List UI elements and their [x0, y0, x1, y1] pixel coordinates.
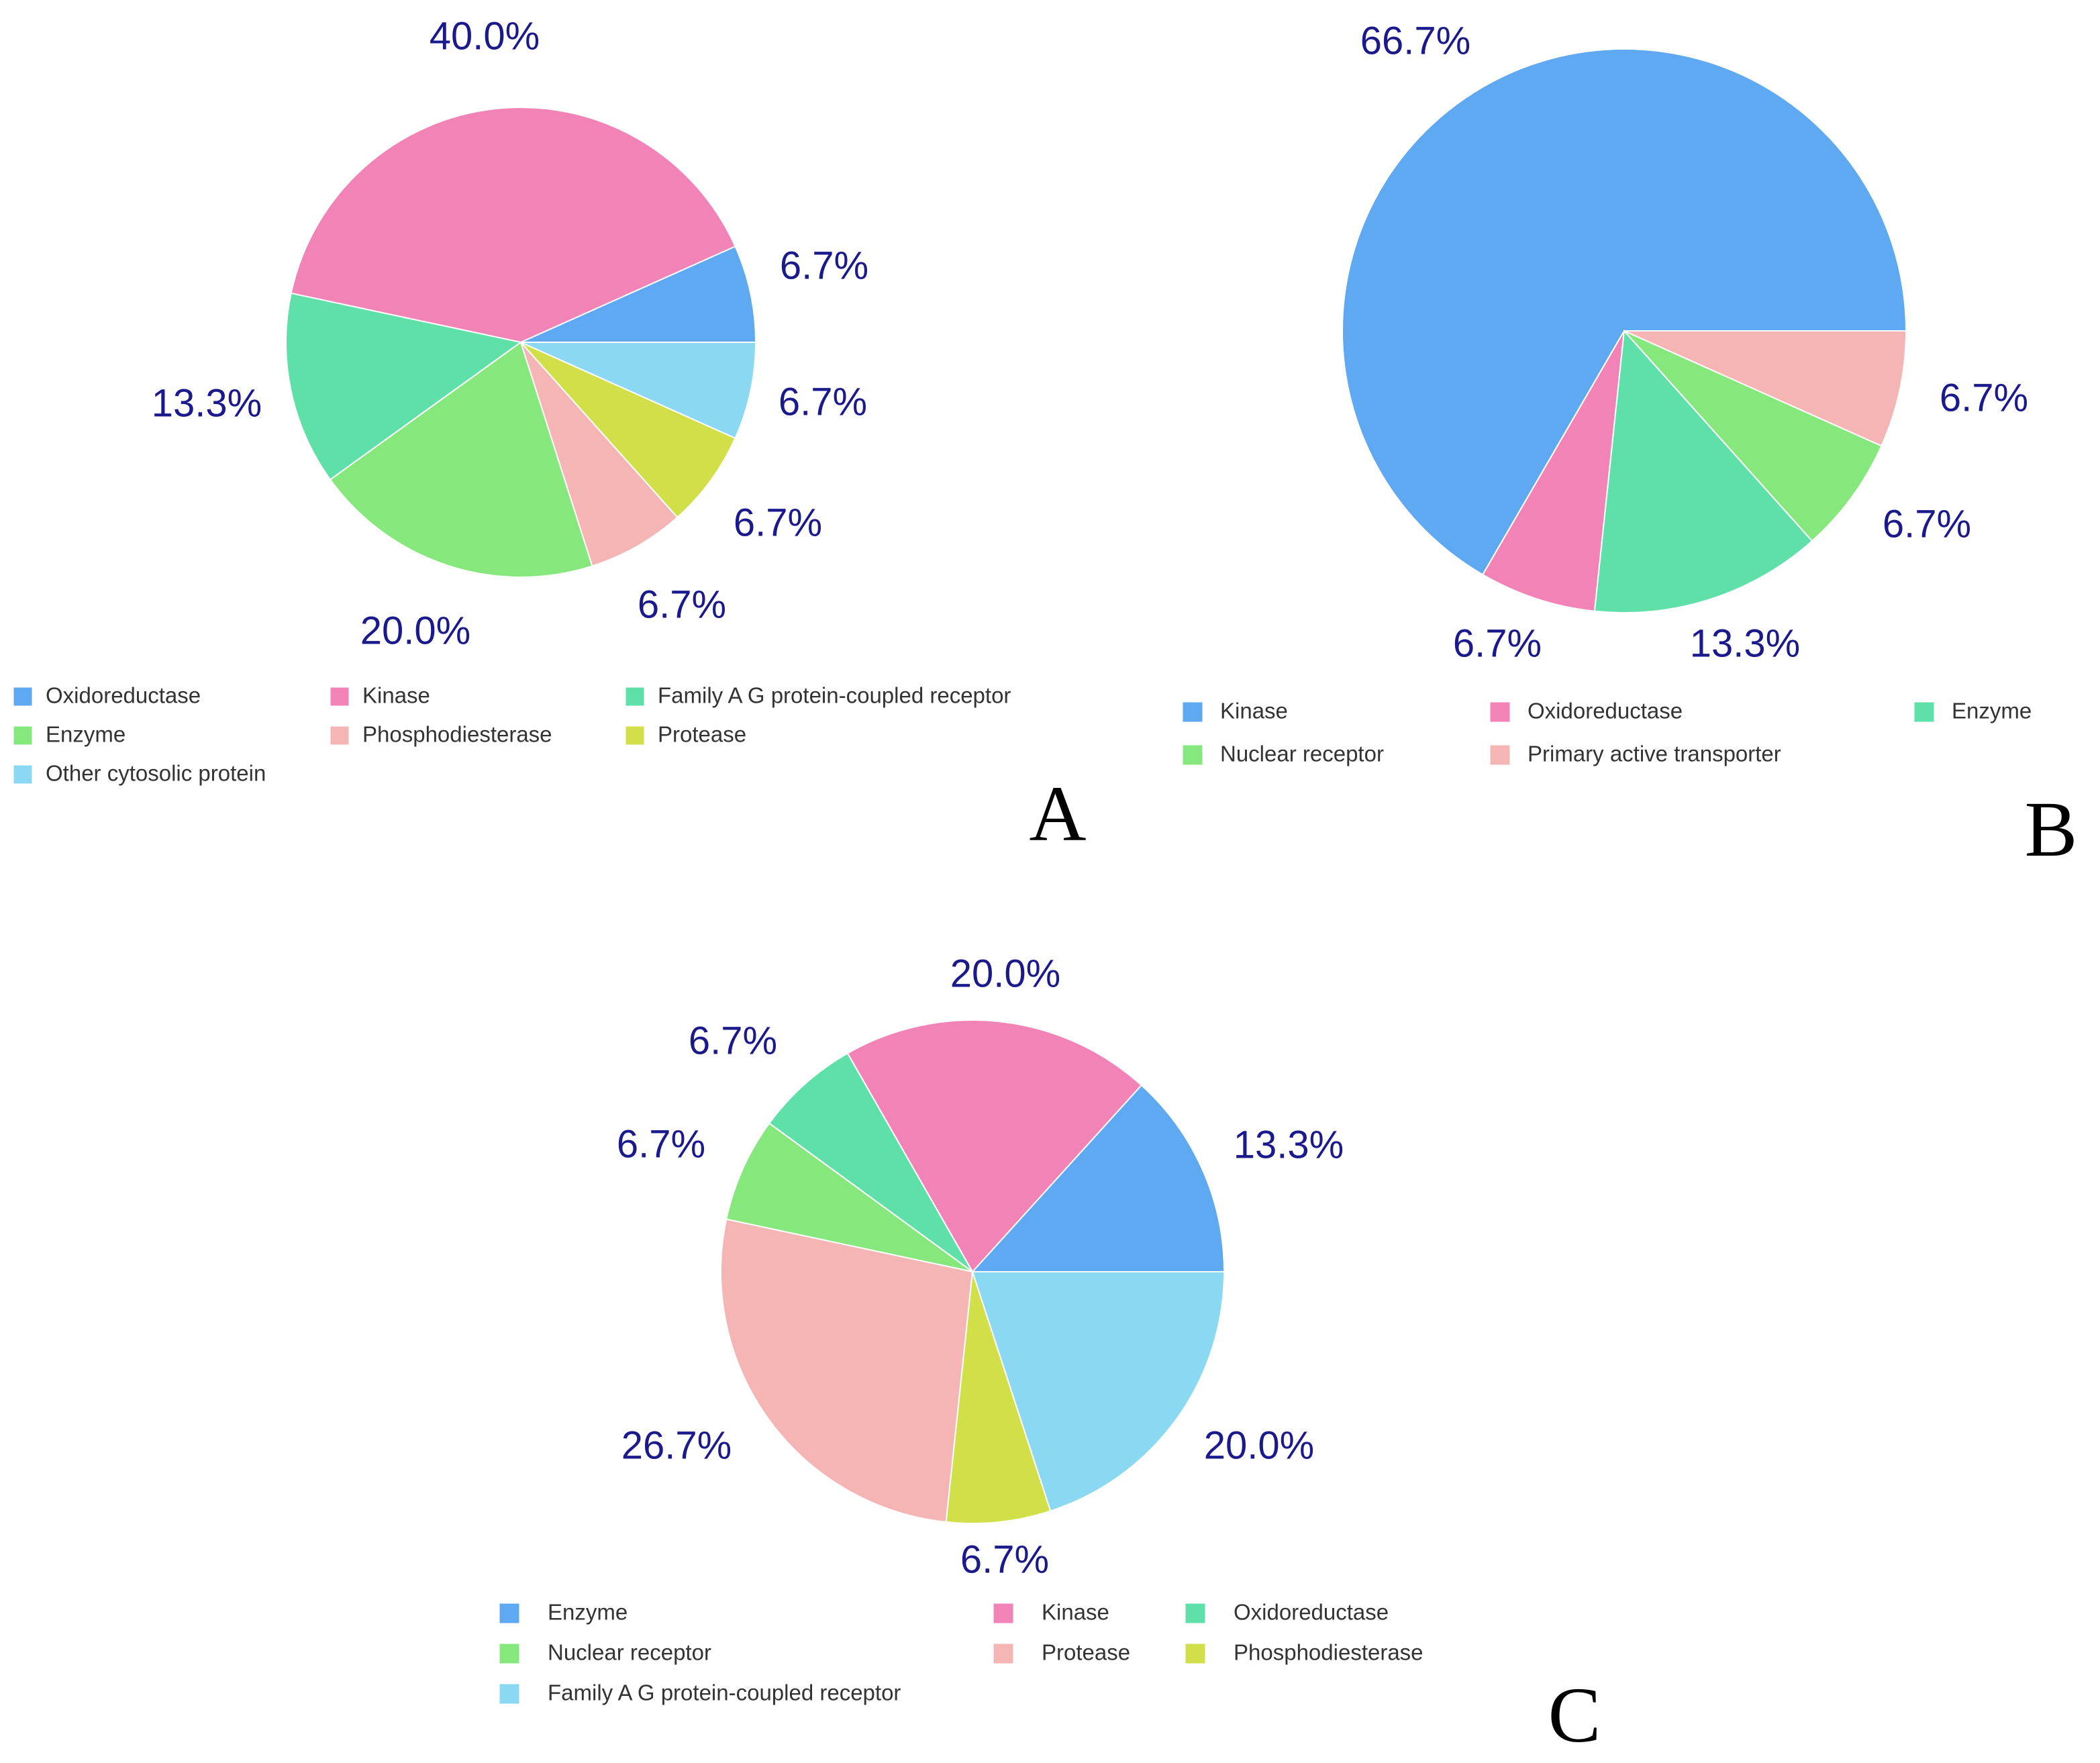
legend-swatch-c-phosphodiesterase [1185, 1643, 1206, 1664]
legend-label-c-family-a-g-protein-coupled-receptor: Family A G protein-coupled receptor [548, 1680, 901, 1705]
pie-value-label-b-enzyme: 13.3% [1690, 621, 1800, 665]
pie-value-label-b-nuclear-receptor: 6.7% [1883, 502, 1971, 546]
panel-b: 66.7% 6.7% 13.3% 6.7% 6.7% Kinase Oxidoreducta… [1182, 19, 2078, 873]
pie-slice-b-kinase [1342, 48, 1907, 576]
pie-value-label-c-protease: 26.7% [621, 1423, 732, 1467]
pie-slice-a-kinase [290, 107, 736, 344]
pie-value-label-a-phosphodiesterase: 6.7% [638, 583, 726, 626]
pie-value-label-a-oxidoreductase: 6.7% [780, 244, 868, 287]
legend-swatch-b-nuclear-receptor [1182, 744, 1203, 766]
pie-value-label-b-primary-active-transporter: 6.7% [1940, 376, 2028, 419]
legend-swatch-a-oxidoreductase [13, 687, 33, 707]
pie-slice-b-nuclear-receptor [1623, 330, 1883, 542]
legend-label-a-enzyme: Enzyme [46, 722, 126, 747]
panel-letter-c: C [1548, 1671, 1601, 1759]
pie-value-label-c-oxidoreductase: 6.7% [689, 1019, 777, 1062]
legend-swatch-b-primary-active-transporter [1489, 744, 1511, 766]
pie-slice-b-primary-active-transporter [1623, 330, 1907, 447]
pie-slice-c-phosphodiesterase [945, 1271, 1052, 1524]
pie-value-label-a-family-a-g-protein-coupled-receptor: 13.3% [152, 381, 262, 425]
legend-swatch-a-other-cytosolic-protein [13, 764, 33, 785]
legend-swatch-b-oxidoreductase [1489, 701, 1511, 723]
legend-label-c-kinase: Kinase [1042, 1600, 1109, 1625]
pie-slice-c-oxidoreductase [768, 1052, 973, 1272]
pie-value-label-a-other-cytosolic-protein: 6.7% [779, 380, 867, 423]
pie-value-label-c-phosphodiesterase: 6.7% [960, 1538, 1049, 1581]
legend-swatch-a-phosphodiesterase [330, 725, 350, 746]
legend-label-b-enzyme: Enzyme [1952, 699, 2032, 723]
legend-swatch-c-enzyme [499, 1603, 520, 1624]
pie-slice-c-protease [720, 1218, 974, 1523]
legend-label-a-protease: Protease [658, 722, 746, 747]
legend-swatch-b-enzyme [1913, 701, 1935, 723]
legend-swatch-b-kinase [1182, 701, 1203, 723]
pie-slice-c-kinase [846, 1019, 1143, 1273]
pie-value-label-a-enzyme: 20.0% [360, 609, 470, 652]
legend-swatch-a-kinase [330, 687, 350, 707]
panel-letter-b: B [2025, 785, 2078, 873]
legend-swatch-c-protease [993, 1643, 1014, 1664]
pie-value-label-a-kinase: 40.0% [430, 14, 540, 58]
legend-label-a-phosphodiesterase: Phosphodiesterase [362, 722, 552, 747]
pie-slice-c-family-a-g-protein-coupled-receptor [971, 1271, 1226, 1512]
legend-label-b-kinase: Kinase [1220, 699, 1288, 723]
pie-value-label-c-family-a-g-protein-coupled-receptor: 20.0% [1204, 1423, 1314, 1467]
pie-slice-a-enzyme [329, 341, 593, 578]
pie-value-label-c-kinase: 20.0% [950, 952, 1060, 995]
pie-value-label-b-kinase: 66.7% [1360, 19, 1470, 62]
panel-c: 13.3% 20.0% 6.7% 6.7% 26.7% 6.7% 20.0% Enzyme Ki… [499, 952, 1601, 1759]
legend-label-a-family-a-g-protein-coupled-receptor: Family A G protein-coupled receptor [658, 683, 1011, 708]
legend-label-a-kinase: Kinase [362, 683, 430, 708]
legend-swatch-c-oxidoreductase [1185, 1603, 1206, 1624]
legend-swatch-a-protease [625, 725, 645, 746]
legend-label-a-oxidoreductase: Oxidoreductase [46, 683, 201, 708]
legend-label-c-nuclear-receptor: Nuclear receptor [548, 1640, 711, 1665]
panel-letter-a: A [1029, 770, 1086, 858]
legend-swatch-c-nuclear-receptor [499, 1643, 520, 1664]
legend-label-c-protease: Protease [1042, 1640, 1130, 1665]
panel-a: 6.7%40.0%13.3%20.0%6.7%6.7%6.7%Oxidoredu… [13, 14, 1087, 858]
pie-slice-a-other-cytosolic-protein [520, 342, 757, 440]
legend-label-b-oxidoreductase: Oxidoreductase [1528, 699, 1683, 723]
legend-label-c-oxidoreductase: Oxidoreductase [1234, 1600, 1389, 1625]
pie-slice-a-oxidoreductase [520, 245, 757, 343]
legend-label-c-enzyme: Enzyme [548, 1600, 628, 1625]
pie-slice-b-oxidoreductase [1481, 330, 1625, 612]
pie-value-label-a-protease: 6.7% [734, 501, 822, 544]
pie-slice-a-protease [520, 342, 736, 519]
pie-value-label-b-oxidoreductase: 6.7% [1453, 621, 1542, 665]
pie-slice-c-enzyme [970, 1084, 1226, 1272]
legend-label-b-primary-active-transporter: Primary active transporter [1528, 742, 1781, 766]
pie-slice-a-phosphodiesterase [520, 342, 679, 567]
pie-value-label-c-enzyme: 13.3% [1234, 1123, 1344, 1166]
legend-swatch-a-enzyme [13, 725, 33, 746]
pie-slice-c-nuclear-receptor [726, 1122, 973, 1272]
legend-swatch-c-kinase [993, 1603, 1014, 1624]
legend-swatch-a-family-a-g-protein-coupled-receptor [625, 687, 645, 707]
pie-slice-b-enzyme [1593, 329, 1813, 613]
legend-label-a-other-cytosolic-protein: Other cytosolic protein [46, 761, 266, 786]
legend-label-b-nuclear-receptor: Nuclear receptor [1220, 742, 1384, 766]
legend-swatch-c-family-a-g-protein-coupled-receptor [499, 1683, 520, 1705]
pie-slice-a-family-a-g-protein-coupled-receptor [285, 292, 523, 481]
legend-label-c-phosphodiesterase: Phosphodiesterase [1234, 1640, 1423, 1665]
pie-value-label-c-nuclear-receptor: 6.7% [617, 1122, 705, 1166]
